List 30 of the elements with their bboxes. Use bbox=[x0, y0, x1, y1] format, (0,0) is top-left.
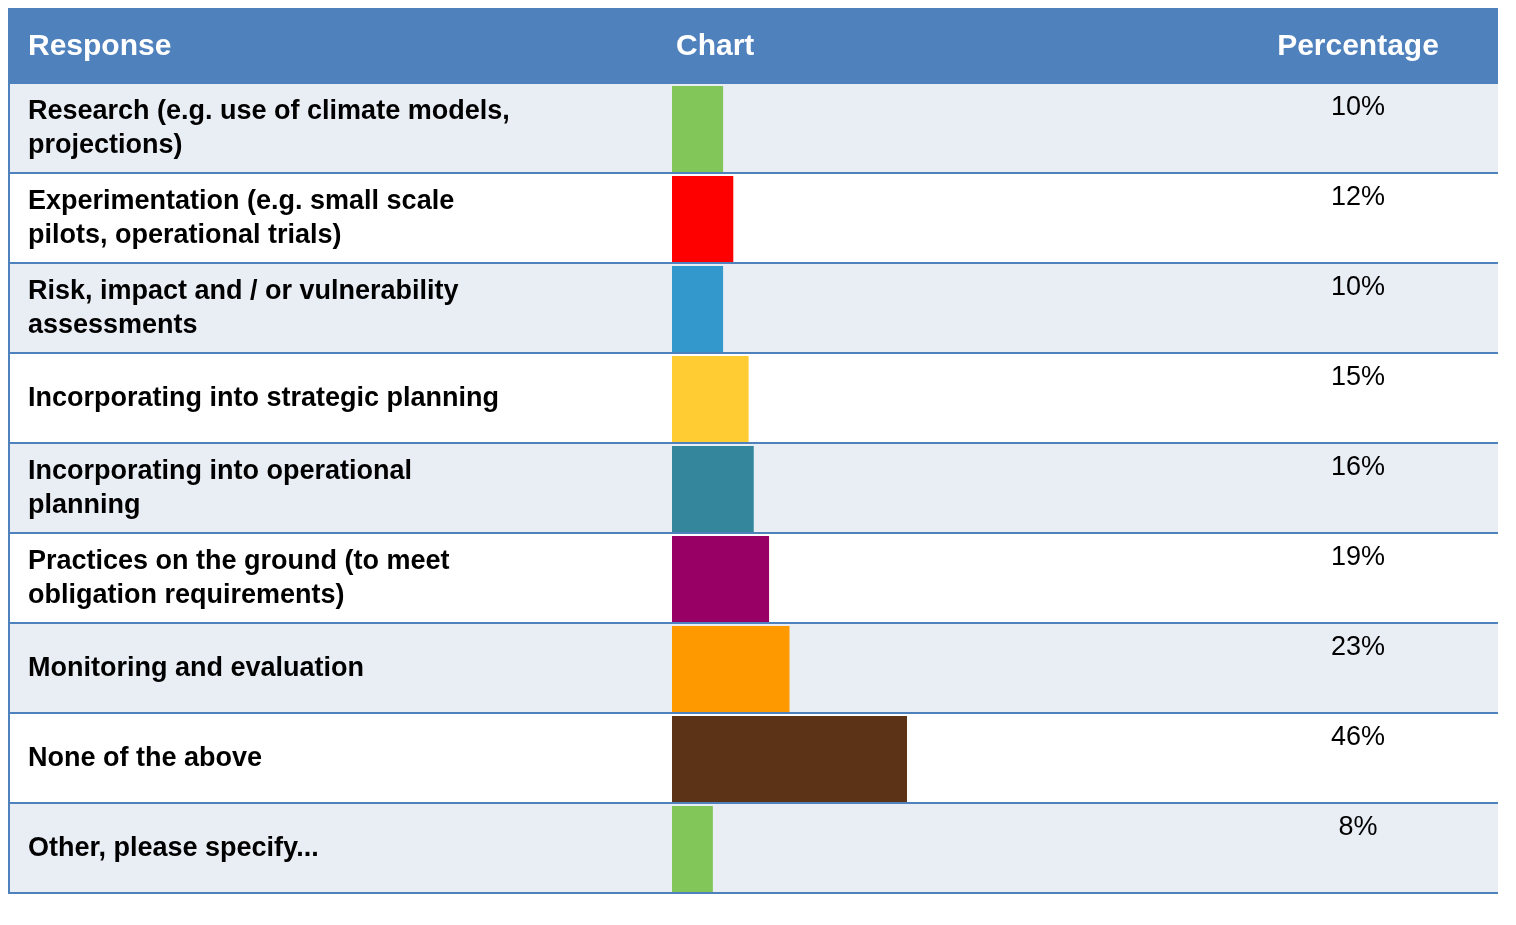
y-tick-label: Practices on the ground (to meet obligation requirements) bbox=[28, 545, 450, 610]
y-tick-label: Experimentation (e.g. small scale pilots, operational trials) bbox=[28, 185, 455, 250]
y-tick-label: Monitoring and evaluation bbox=[28, 652, 364, 683]
chart-title: Chart bbox=[676, 28, 755, 62]
y-axis-title: Response bbox=[28, 28, 172, 62]
y-tick-label: Research (e.g. use of climate models, projections) bbox=[28, 95, 510, 160]
text: Percentage bbox=[1277, 28, 1439, 62]
y-tick-label: Risk, impact and / or vulnerability assessments bbox=[28, 275, 459, 340]
y-tick-label: Incorporating into operational planning bbox=[28, 455, 412, 520]
bar bbox=[672, 356, 749, 442]
bar bbox=[672, 716, 907, 802]
data-label: 15% bbox=[1330, 361, 1386, 392]
bar bbox=[672, 86, 724, 172]
data-label: 23% bbox=[1330, 631, 1386, 662]
data-label: 10% bbox=[1330, 91, 1386, 122]
bar bbox=[672, 176, 734, 262]
bar bbox=[672, 446, 754, 532]
y-tick-label: None of the above bbox=[28, 742, 263, 773]
bar bbox=[672, 266, 724, 352]
data-label: 46% bbox=[1330, 721, 1386, 752]
data-label: 8% bbox=[1338, 811, 1378, 842]
bar bbox=[672, 626, 790, 712]
y-tick-label: Other, please specify... bbox=[28, 832, 319, 863]
data-label: 10% bbox=[1330, 271, 1386, 302]
data-label: 19% bbox=[1330, 541, 1386, 572]
bar bbox=[672, 536, 770, 622]
y-tick-label: Incorporating into strategic planning bbox=[28, 382, 500, 413]
data-label: 16% bbox=[1330, 451, 1386, 482]
bar bbox=[672, 806, 713, 892]
data-label: 12% bbox=[1330, 181, 1386, 212]
